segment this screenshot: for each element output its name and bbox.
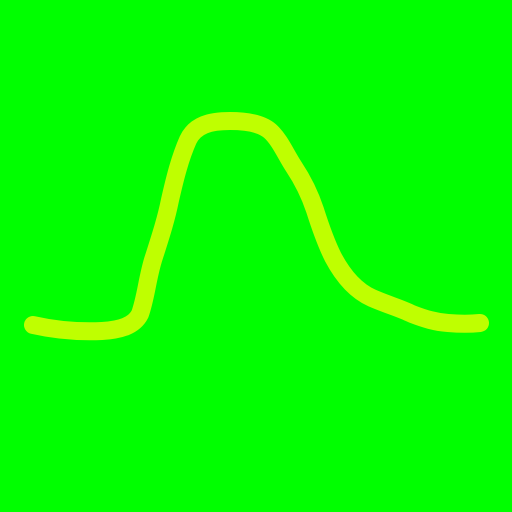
bell-curve-stroke [24, 112, 489, 341]
